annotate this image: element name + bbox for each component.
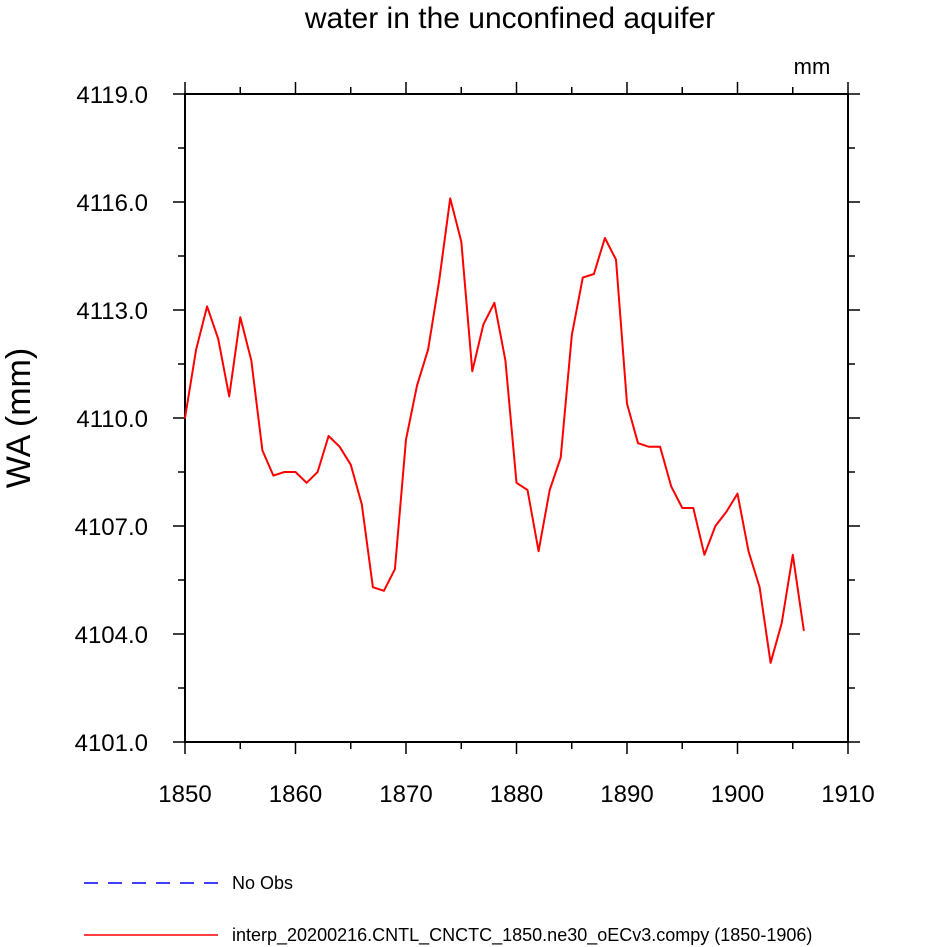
data-point xyxy=(206,305,208,308)
data-point xyxy=(792,554,794,556)
x-tick-label: 1870 xyxy=(379,781,432,808)
data-point xyxy=(780,622,783,624)
data-point xyxy=(692,507,695,509)
axis-ticks xyxy=(173,82,860,754)
data-point xyxy=(482,323,485,326)
x-tick-label: 1880 xyxy=(490,781,543,808)
data-point xyxy=(217,338,219,340)
data-point xyxy=(361,503,363,506)
data-point xyxy=(559,456,562,459)
legend-label-no-obs: No Obs xyxy=(232,873,293,893)
data-point xyxy=(769,662,772,664)
data-point xyxy=(548,489,551,491)
y-tick-label: 4110.0 xyxy=(76,406,148,433)
data-point xyxy=(714,525,717,527)
x-tick-label: 1910 xyxy=(821,781,874,808)
legend: No Obs interp_20200216.CNTL_CNCTC_1850.n… xyxy=(84,873,812,946)
data-point xyxy=(228,395,230,398)
y-tick-labels: 4101.0 4104.0 4107.0 4110.0 4113.0 4116.0 4119… xyxy=(75,82,148,757)
data-point xyxy=(294,471,297,473)
x-tick-label: 1860 xyxy=(269,781,322,808)
data-point xyxy=(593,273,595,275)
data-point xyxy=(504,359,507,362)
y-tick-label: 4101.0 xyxy=(75,730,148,757)
y-tick-label: 4107.0 xyxy=(75,514,148,541)
x-tick-label: 1850 xyxy=(158,781,211,808)
plot-area: 1850 1860 1870 1880 1890 1900 1910 4101.0 4104.… xyxy=(75,82,875,808)
data-point xyxy=(537,550,540,552)
x-tick-label: 1890 xyxy=(600,781,653,808)
data-point xyxy=(571,334,573,337)
data-point xyxy=(803,629,805,632)
data-point xyxy=(471,370,474,373)
data-point xyxy=(758,586,761,588)
y-tick-label: 4116.0 xyxy=(76,190,148,217)
units-label: mm xyxy=(794,54,831,79)
data-point xyxy=(405,438,407,441)
data-point xyxy=(648,446,650,448)
data-point xyxy=(637,442,639,445)
y-tick-label: 4119.0 xyxy=(76,82,148,109)
data-point xyxy=(626,402,628,405)
data-point xyxy=(703,554,706,556)
data-point xyxy=(747,550,750,552)
data-point xyxy=(515,482,518,484)
series-layer xyxy=(184,197,805,664)
y-axis-label: WA (mm) xyxy=(0,348,38,488)
data-point xyxy=(261,449,264,452)
data-point xyxy=(272,474,275,477)
data-point xyxy=(250,359,253,362)
data-point xyxy=(493,302,496,304)
data-point xyxy=(416,384,418,387)
data-point xyxy=(582,276,584,279)
y-tick-label: 4113.0 xyxy=(76,298,148,325)
data-point xyxy=(316,471,319,473)
legend-label-model: interp_20200216.CNTL_CNCTC_1850.ne30_oEC… xyxy=(232,925,812,946)
data-point xyxy=(449,197,452,200)
plot-frame xyxy=(184,93,849,743)
y-tick-label: 4104.0 xyxy=(75,622,148,649)
data-point xyxy=(460,240,463,243)
data-point xyxy=(338,446,341,448)
data-point xyxy=(438,280,440,283)
data-point xyxy=(670,485,672,488)
data-point xyxy=(350,464,352,466)
data-point xyxy=(615,258,617,261)
data-point xyxy=(305,482,308,484)
data-point xyxy=(283,471,286,473)
x-tick-labels: 1850 1860 1870 1880 1890 1900 1910 xyxy=(158,781,874,808)
data-point xyxy=(372,586,374,588)
data-point xyxy=(526,489,529,491)
data-point xyxy=(659,446,661,448)
data-point xyxy=(725,510,728,513)
data-point xyxy=(195,348,197,351)
data-point xyxy=(604,237,606,239)
chart-title: water in the unconfined aquifer xyxy=(304,2,715,35)
data-point xyxy=(184,417,186,419)
data-point xyxy=(681,507,684,509)
data-point xyxy=(736,492,739,495)
data-point xyxy=(394,568,396,570)
series-line-1 xyxy=(184,197,805,664)
data-point xyxy=(383,590,385,592)
data-point xyxy=(327,435,330,437)
data-point xyxy=(239,316,242,319)
data-point xyxy=(427,348,429,351)
x-tick-label: 1900 xyxy=(711,781,764,808)
